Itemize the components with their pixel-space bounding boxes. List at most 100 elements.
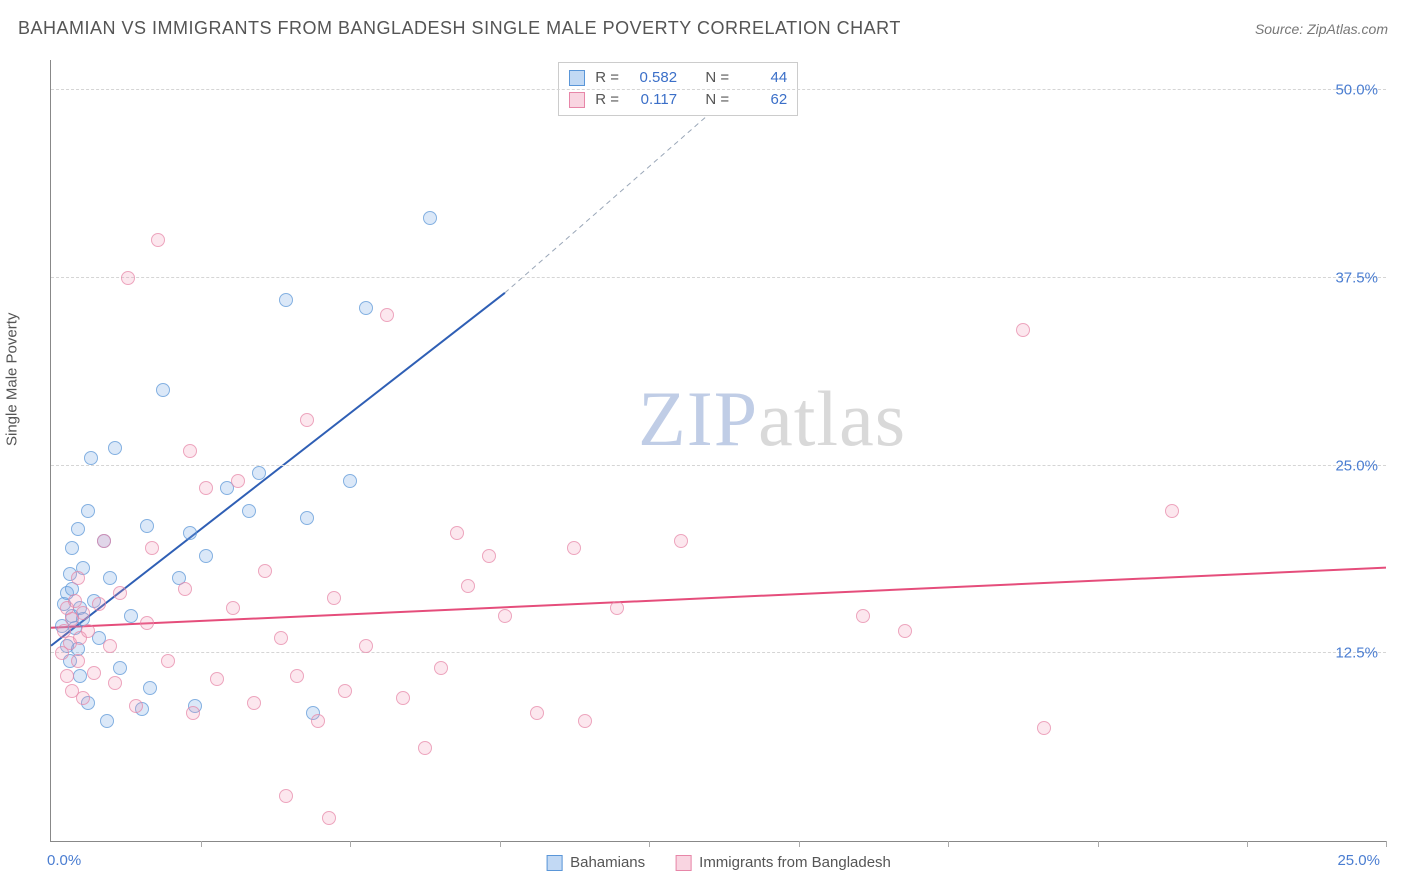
y-gridline bbox=[51, 652, 1386, 653]
data-point bbox=[183, 526, 197, 540]
data-point bbox=[311, 714, 325, 728]
data-point bbox=[186, 706, 200, 720]
data-point bbox=[274, 631, 288, 645]
data-point bbox=[461, 579, 475, 593]
data-point bbox=[279, 293, 293, 307]
r-value-0: 0.582 bbox=[629, 67, 677, 89]
data-point bbox=[434, 661, 448, 675]
scatter-plot-area: ZIPatlas R = 0.582 N = 44 R = 0.117 N = … bbox=[50, 60, 1386, 842]
bottom-legend-item-1: Immigrants from Bangladesh bbox=[675, 854, 891, 871]
data-point bbox=[140, 519, 154, 533]
r-label-0: R = bbox=[595, 67, 619, 89]
watermark-atlas: atlas bbox=[758, 375, 906, 462]
data-point bbox=[450, 526, 464, 540]
bottom-legend: Bahamians Immigrants from Bangladesh bbox=[546, 854, 891, 871]
data-point bbox=[338, 684, 352, 698]
data-point bbox=[113, 661, 127, 675]
data-point bbox=[71, 654, 85, 668]
data-point bbox=[100, 714, 114, 728]
data-point bbox=[199, 481, 213, 495]
data-point bbox=[71, 571, 85, 585]
legend-row-series-1: R = 0.117 N = 62 bbox=[569, 89, 787, 111]
data-point bbox=[183, 444, 197, 458]
data-point bbox=[103, 571, 117, 585]
data-point bbox=[578, 714, 592, 728]
data-point bbox=[327, 591, 341, 605]
n-label-0: N = bbox=[705, 67, 729, 89]
data-point bbox=[103, 639, 117, 653]
source-name: ZipAtlas.com bbox=[1307, 21, 1388, 37]
x-tick bbox=[1098, 841, 1099, 847]
bottom-legend-swatch-1 bbox=[675, 855, 691, 871]
data-point bbox=[161, 654, 175, 668]
x-tick bbox=[500, 841, 501, 847]
chart-header: BAHAMIAN VS IMMIGRANTS FROM BANGLADESH S… bbox=[18, 18, 1388, 39]
data-point bbox=[252, 466, 266, 480]
n-label-1: N = bbox=[705, 89, 729, 111]
y-tick-label: 12.5% bbox=[1335, 645, 1378, 662]
data-point bbox=[674, 534, 688, 548]
data-point bbox=[418, 741, 432, 755]
bottom-legend-label-0: Bahamians bbox=[570, 854, 645, 871]
data-point bbox=[258, 564, 272, 578]
r-label-1: R = bbox=[595, 89, 619, 111]
data-point bbox=[498, 609, 512, 623]
x-tick bbox=[1247, 841, 1248, 847]
data-point bbox=[121, 271, 135, 285]
legend-row-series-0: R = 0.582 N = 44 bbox=[569, 67, 787, 89]
data-point bbox=[108, 676, 122, 690]
x-tick bbox=[201, 841, 202, 847]
data-point bbox=[300, 511, 314, 525]
watermark: ZIPatlas bbox=[638, 374, 906, 464]
r-value-1: 0.117 bbox=[629, 89, 677, 111]
data-point bbox=[92, 597, 106, 611]
x-axis-origin-label: 0.0% bbox=[47, 852, 81, 869]
data-point bbox=[124, 609, 138, 623]
data-point bbox=[210, 672, 224, 686]
data-point bbox=[65, 541, 79, 555]
x-tick bbox=[1386, 841, 1387, 847]
y-tick-label: 25.0% bbox=[1335, 457, 1378, 474]
data-point bbox=[279, 789, 293, 803]
y-tick-label: 37.5% bbox=[1335, 269, 1378, 286]
data-point bbox=[423, 211, 437, 225]
legend-swatch-1 bbox=[569, 92, 585, 108]
data-point bbox=[81, 504, 95, 518]
data-point bbox=[610, 601, 624, 615]
watermark-zip: ZIP bbox=[638, 375, 758, 462]
data-point bbox=[898, 624, 912, 638]
data-point bbox=[178, 582, 192, 596]
bottom-legend-label-1: Immigrants from Bangladesh bbox=[699, 854, 891, 871]
data-point bbox=[359, 639, 373, 653]
data-point bbox=[226, 601, 240, 615]
data-point bbox=[530, 706, 544, 720]
data-point bbox=[129, 699, 143, 713]
x-axis-max-label: 25.0% bbox=[1337, 852, 1380, 869]
source-prefix: Source: bbox=[1255, 21, 1307, 37]
data-point bbox=[856, 609, 870, 623]
data-point bbox=[156, 383, 170, 397]
data-point bbox=[71, 522, 85, 536]
data-point bbox=[73, 669, 87, 683]
data-point bbox=[76, 606, 90, 620]
data-point bbox=[242, 504, 256, 518]
x-tick bbox=[350, 841, 351, 847]
data-point bbox=[87, 666, 101, 680]
data-point bbox=[1037, 721, 1051, 735]
data-point bbox=[151, 233, 165, 247]
data-point bbox=[247, 696, 261, 710]
legend-swatch-0 bbox=[569, 70, 585, 86]
y-gridline bbox=[51, 89, 1386, 90]
data-point bbox=[1165, 504, 1179, 518]
bottom-legend-item-0: Bahamians bbox=[546, 854, 645, 871]
y-gridline bbox=[51, 277, 1386, 278]
data-point bbox=[322, 811, 336, 825]
data-point bbox=[482, 549, 496, 563]
data-point bbox=[396, 691, 410, 705]
data-point bbox=[108, 441, 122, 455]
bottom-legend-swatch-0 bbox=[546, 855, 562, 871]
data-point bbox=[60, 669, 74, 683]
n-value-0: 44 bbox=[739, 67, 787, 89]
data-point bbox=[343, 474, 357, 488]
data-point bbox=[140, 616, 154, 630]
